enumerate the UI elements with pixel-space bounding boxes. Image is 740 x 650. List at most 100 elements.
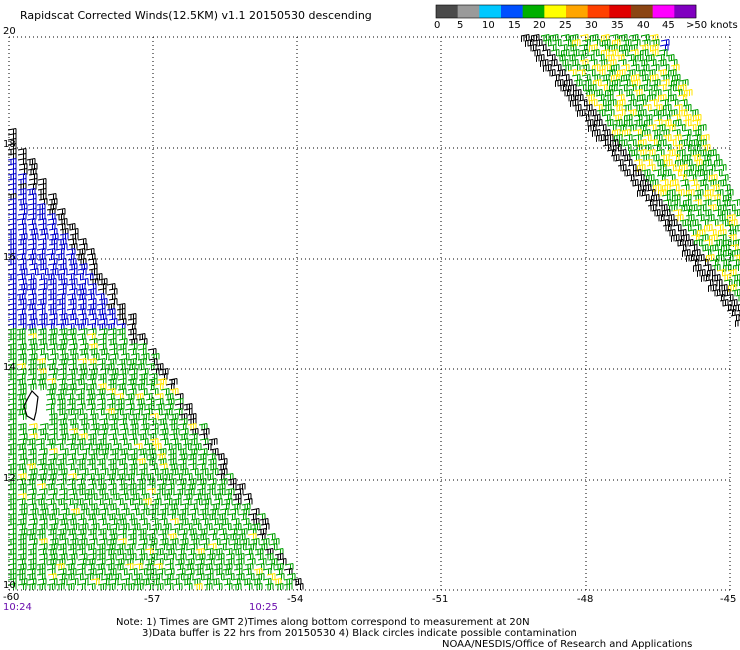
- wind-barb: [7, 258, 17, 266]
- wind-barb: [699, 259, 709, 266]
- wind-barb: [115, 398, 125, 406]
- wind-barb: [731, 249, 740, 257]
- wind-barb: [232, 583, 242, 591]
- wind-barb: [714, 224, 724, 231]
- wind-barb: [710, 184, 720, 192]
- wind-barb: [95, 293, 105, 300]
- wind-barb: [244, 563, 254, 571]
- wind-barb: [670, 154, 680, 161]
- wind-barb: [701, 154, 711, 162]
- wind-barb: [175, 558, 185, 566]
- wind-barb: [45, 443, 55, 450]
- wind-barb: [77, 363, 87, 371]
- wind-barb: [717, 204, 727, 212]
- wind-barb: [98, 298, 108, 306]
- wind-barb: [17, 343, 27, 351]
- wind-barb: [139, 438, 149, 445]
- wind-barb: [567, 84, 577, 92]
- wind-barb: [627, 139, 637, 146]
- wind-barb: [17, 318, 27, 326]
- wind-barb: [7, 233, 17, 241]
- legend-label-10: 10: [482, 20, 495, 31]
- wind-barb: [633, 159, 643, 166]
- wind-barb: [16, 328, 26, 336]
- wind-barb: [268, 558, 278, 566]
- wind-barb: [161, 578, 171, 586]
- wind-barb: [672, 134, 682, 142]
- wind-barb: [607, 124, 617, 131]
- wind-barb: [716, 269, 726, 276]
- wind-barb: [86, 513, 96, 521]
- wind-barb: [116, 308, 126, 316]
- lat-label-20: 20: [3, 26, 16, 37]
- wind-barb: [58, 423, 68, 431]
- wind-barb: [572, 89, 582, 97]
- wind-barb: [7, 373, 17, 381]
- wind-barb: [135, 548, 145, 555]
- wind-barb: [707, 284, 717, 292]
- wind-barb: [159, 538, 169, 546]
- wind-barb: [621, 129, 631, 137]
- wind-barb: [74, 273, 84, 280]
- wind-barb: [726, 309, 736, 316]
- wind-barb: [125, 393, 135, 401]
- wind-barb: [631, 79, 641, 87]
- wind-barb: [145, 403, 155, 411]
- wind-barb: [98, 348, 108, 356]
- wind-barb: [76, 458, 86, 466]
- wind-barb: [728, 299, 738, 307]
- wind-barb: [128, 453, 138, 461]
- wind-barb: [165, 383, 175, 390]
- wind-barb: [567, 69, 577, 76]
- wind-barb: [633, 119, 643, 127]
- wind-barb: [722, 239, 732, 247]
- wind-barb: [17, 313, 27, 321]
- wind-barb: [196, 463, 206, 470]
- wind-barb: [713, 239, 723, 247]
- wind-barb: [724, 189, 734, 197]
- wind-barb: [7, 158, 17, 166]
- wind-barb: [596, 69, 606, 77]
- wind-barb: [109, 448, 119, 456]
- wind-barb: [146, 478, 156, 486]
- wind-barb: [193, 498, 203, 506]
- wind-barb: [179, 508, 189, 516]
- wind-barb: [680, 234, 690, 242]
- wind-barb: [587, 109, 597, 117]
- wind-barb: [26, 463, 36, 471]
- wind-barb: [7, 333, 17, 341]
- wind-barb: [78, 433, 88, 441]
- wind-barb: [75, 323, 85, 331]
- wind-barb: [99, 493, 109, 501]
- wind-barb: [147, 543, 157, 551]
- wind-barb: [90, 578, 100, 585]
- wind-barb: [58, 313, 68, 321]
- wind-barb: [687, 149, 697, 157]
- wind-barb: [611, 39, 621, 47]
- wind-barb: [57, 418, 67, 426]
- wind-barb: [209, 508, 219, 516]
- wind-barb: [719, 299, 729, 307]
- wind-barb: [99, 423, 109, 431]
- wind-barb: [118, 568, 128, 575]
- wind-barb: [575, 54, 585, 61]
- legend-label-0: 0: [434, 20, 441, 31]
- wind-barb: [106, 583, 116, 591]
- wind-barb: [195, 548, 205, 556]
- wind-barb: [203, 523, 213, 531]
- wind-barb: [46, 348, 56, 355]
- wind-barb: [143, 443, 153, 450]
- wind-barb: [644, 199, 654, 206]
- wind-barb: [656, 174, 666, 181]
- wind-barb: [47, 333, 57, 341]
- wind-barb: [147, 453, 157, 461]
- wind-barb: [16, 443, 26, 451]
- wind-barb: [144, 573, 154, 581]
- wind-barb: [7, 413, 17, 421]
- wind-barb: [674, 214, 684, 222]
- wind-barb: [137, 358, 147, 366]
- wind-barb: [623, 89, 633, 97]
- wind-barb: [709, 219, 719, 226]
- wind-barb: [731, 209, 740, 217]
- wind-barb: [83, 498, 93, 505]
